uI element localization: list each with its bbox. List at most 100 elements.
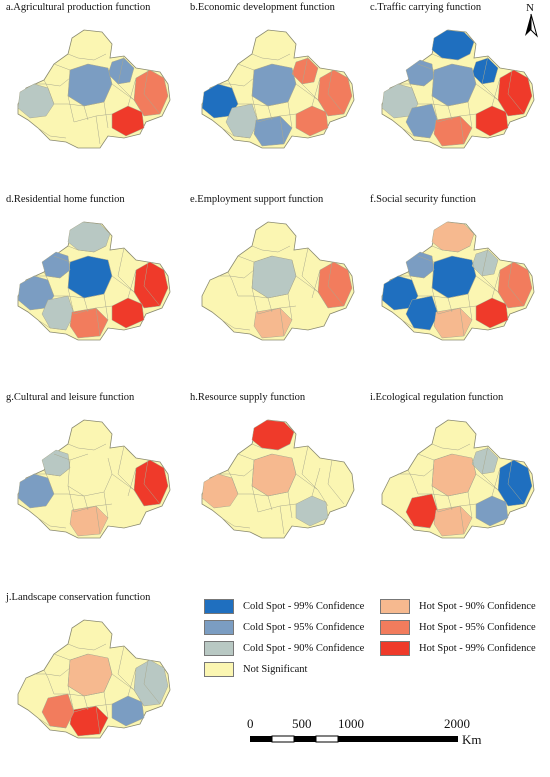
county-boundary — [83, 695, 89, 711]
county-boundary — [67, 443, 107, 451]
county-boundary — [327, 459, 345, 505]
county-boundary — [447, 105, 453, 121]
county-boundary — [311, 77, 321, 107]
county-boundary — [34, 269, 71, 279]
scale-tick-label: 0 — [247, 716, 254, 731]
county-boundary — [398, 77, 435, 87]
county-boundary — [279, 115, 285, 145]
map-panel-j: j.Landscape conservation function — [6, 592, 184, 777]
county-boundary — [227, 469, 239, 495]
county-boundary — [279, 307, 285, 337]
county-boundary — [267, 495, 273, 511]
county-boundary — [301, 55, 319, 101]
county-boundary — [407, 271, 419, 297]
county-boundary — [418, 295, 449, 299]
map-panel-c: c.Traffic carrying function — [370, 2, 548, 187]
panel-title: e.Employment support function — [190, 194, 324, 205]
county-boundary — [143, 261, 161, 307]
panel-title: c.Traffic carrying function — [370, 2, 482, 13]
scale-tick-label: 1000 — [338, 716, 364, 731]
county-boundary — [227, 271, 239, 297]
county-boundary — [54, 103, 85, 107]
north-label: N — [526, 2, 534, 14]
north-arrow-icon — [525, 13, 538, 38]
county-boundary — [401, 127, 431, 139]
scale-tick-label: 2000 — [444, 716, 470, 731]
county-boundary — [127, 269, 137, 299]
county-boundary — [491, 77, 501, 107]
panel-title: j.Landscape conservation function — [6, 592, 151, 603]
county-boundary — [251, 53, 291, 61]
county-boundary — [143, 69, 161, 115]
county-boundary — [238, 295, 269, 299]
county-boundary — [311, 467, 321, 497]
county-boundary — [447, 297, 453, 313]
county-boundary — [251, 245, 291, 253]
map-panel-g: g.Cultural and leisure function — [6, 392, 184, 577]
scale-tick-label: 500 — [292, 716, 312, 731]
county-boundary — [311, 269, 321, 299]
county-boundary — [67, 245, 107, 253]
county-boundary — [301, 445, 319, 491]
county-boundary — [401, 319, 431, 331]
county-boundary — [398, 467, 435, 477]
county-boundary — [43, 469, 55, 495]
county-boundary — [127, 667, 137, 697]
county-boundary — [43, 271, 55, 297]
county-boundary — [507, 69, 525, 115]
county-boundary — [67, 643, 107, 651]
map-d — [17, 221, 171, 341]
map-c — [381, 29, 535, 149]
county-boundary — [218, 77, 255, 87]
legend-item: Cold Spot - 95% Confidence — [204, 619, 364, 635]
county-boundary — [507, 459, 525, 505]
county-boundary — [431, 245, 471, 253]
map-e — [201, 221, 355, 341]
legend-swatch — [380, 619, 410, 635]
map-panel-a: a.Agricultural production function — [6, 2, 184, 187]
county-boundary — [301, 247, 319, 293]
county-boundary — [279, 505, 285, 535]
county-boundary — [431, 443, 471, 451]
county-boundary — [37, 127, 67, 139]
county-boundary — [238, 493, 269, 497]
legend-swatch — [204, 661, 234, 677]
map-g — [17, 419, 171, 539]
county-boundary — [507, 261, 525, 307]
county-boundary — [327, 69, 345, 115]
county-boundary — [43, 669, 55, 695]
county-boundary — [37, 717, 67, 729]
county-boundary — [407, 469, 419, 495]
panel-title: d.Residential home function — [6, 194, 125, 205]
county-boundary — [34, 667, 71, 677]
map-panel-i: i.Ecological regulation function — [370, 392, 548, 577]
county-boundary — [481, 445, 499, 491]
legend-swatch — [380, 640, 410, 656]
county-boundary — [459, 505, 465, 535]
county-boundary — [143, 659, 161, 705]
county-boundary — [127, 467, 137, 497]
county-boundary — [398, 269, 435, 279]
county-boundary — [267, 297, 273, 313]
county-boundary — [459, 307, 465, 337]
legend-swatch — [380, 598, 410, 614]
county-boundary — [218, 467, 255, 477]
county-boundary — [34, 467, 71, 477]
county-boundary — [117, 55, 135, 101]
county-boundary — [143, 459, 161, 505]
county-boundary — [491, 467, 501, 497]
legend-label: Hot Spot - 95% Confidence — [419, 621, 536, 633]
legend-label: Hot Spot - 90% Confidence — [419, 600, 536, 612]
legend-swatch — [204, 598, 234, 614]
county-boundary — [267, 105, 273, 121]
county-boundary — [238, 103, 269, 107]
north-arrow: N — [520, 2, 542, 38]
county-boundary — [431, 53, 471, 61]
panel-title: h.Resource supply function — [190, 392, 306, 403]
legend-label: Cold Spot - 90% Confidence — [243, 642, 365, 654]
county-boundary — [221, 319, 251, 331]
map-panel-b: b.Economic development function — [190, 2, 368, 187]
county-boundary — [407, 79, 419, 105]
county-boundary — [54, 295, 85, 299]
legend-label: Not Significant — [243, 663, 308, 675]
